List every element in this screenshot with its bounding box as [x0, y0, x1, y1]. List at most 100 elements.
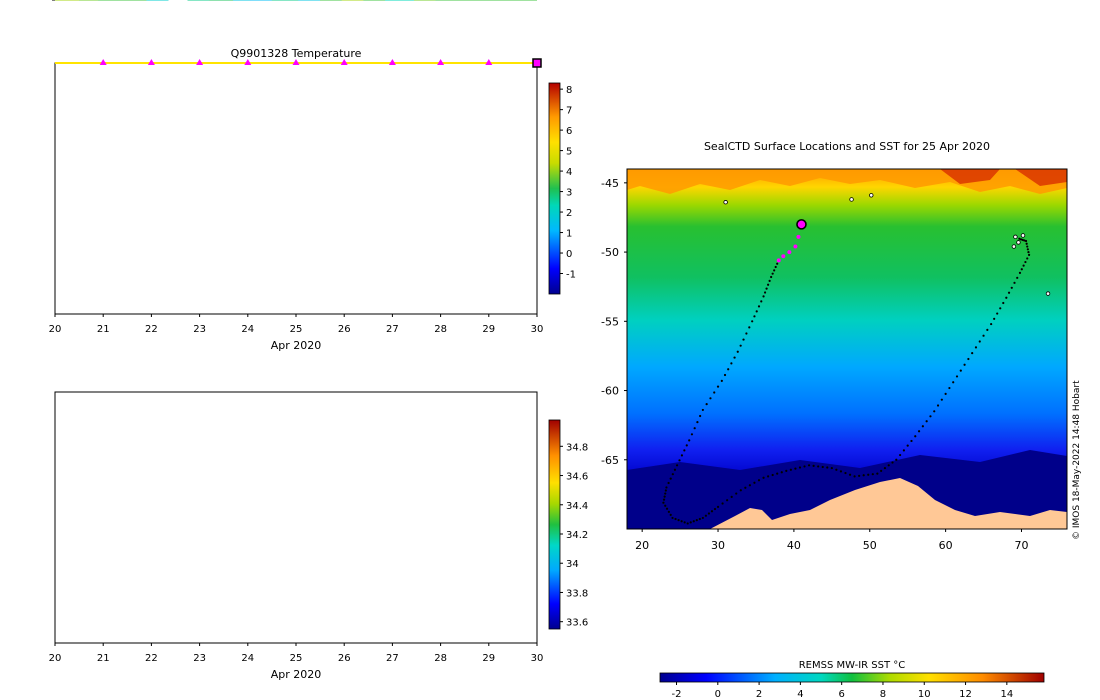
track-point	[936, 404, 940, 407]
colorbar-tick-label: 34	[566, 559, 579, 570]
lat-tick-label: -60	[601, 385, 619, 398]
track-point	[730, 495, 733, 498]
temperature-title: Q9901328 Temperature	[231, 47, 362, 60]
sst-colorbar-tick-label: 10	[918, 689, 931, 700]
track-point	[664, 504, 667, 507]
map-latitude-axis: -45 -50 -55 -60 -65	[601, 177, 627, 467]
colorbar-tick-label: 8	[566, 85, 572, 96]
colorbar-tick-label: 1	[566, 229, 572, 240]
track-point	[952, 381, 955, 384]
track-point	[771, 272, 774, 275]
y-tick-label: -200	[26, 0, 49, 3]
temperature-x-axis: 20 21 22 23 24 25 26 27 28 29 30	[49, 314, 543, 335]
track-point	[982, 334, 985, 337]
track-point	[767, 475, 770, 478]
track-point	[665, 486, 668, 489]
y-tick-label: -1400	[20, 0, 49, 3]
station-points	[723, 193, 1051, 296]
sst-colorbar-tick-label: 4	[797, 689, 803, 700]
x-tick-label: 27	[386, 324, 399, 335]
track-point	[739, 344, 742, 347]
track-point	[1023, 239, 1026, 242]
track-point	[664, 489, 667, 492]
track-point	[701, 516, 704, 520]
track-point	[773, 269, 776, 272]
station-point	[849, 197, 854, 202]
y-tick-label: 0	[43, 0, 49, 3]
x-tick-label: 27	[386, 653, 399, 664]
track-point	[940, 398, 943, 401]
colorbar-tick-label: 5	[566, 147, 572, 158]
colorbar-tick-label: 6	[566, 126, 572, 137]
y-tick-label: -1000	[20, 0, 49, 3]
track-point	[1021, 238, 1024, 241]
lon-tick-label: 50	[863, 539, 877, 552]
track-point	[763, 291, 767, 294]
track-point	[862, 474, 865, 477]
track-point	[688, 439, 691, 442]
track-point	[693, 427, 696, 430]
temperature-colorbar	[548, 82, 561, 295]
track-point	[727, 368, 730, 371]
x-tick-label: 29	[482, 653, 495, 664]
track-point	[978, 340, 981, 343]
y-tick-label: -1600	[20, 0, 49, 3]
salinity-x-axis: 20 21 22 23 24 25 26 27 28 29 30	[49, 643, 543, 664]
track-point	[848, 473, 852, 476]
track-point	[680, 520, 683, 523]
lat-tick-label: -55	[601, 315, 619, 328]
track-point	[925, 420, 928, 423]
track-point	[705, 403, 708, 406]
track-point	[830, 466, 833, 470]
surface-marker	[196, 59, 204, 65]
track-point	[967, 357, 970, 361]
x-tick-label: 23	[193, 324, 206, 335]
colorbar-tick-label: 33.8	[566, 588, 588, 599]
y-tick-label: -1000	[20, 0, 49, 3]
recent-track-point	[796, 234, 801, 239]
y-tick-label: -1200	[20, 0, 49, 3]
track-point	[1013, 281, 1016, 284]
track-point	[902, 449, 905, 452]
track-point	[821, 465, 824, 469]
track-point	[1016, 276, 1019, 279]
y-tick-label: 0	[43, 0, 49, 3]
track-point	[1024, 239, 1028, 243]
track-point	[883, 466, 887, 470]
x-tick-label: 24	[241, 324, 254, 335]
track-point	[745, 332, 748, 335]
map-frame	[626, 168, 1068, 530]
track-point	[683, 521, 686, 524]
track-point	[990, 322, 993, 326]
salinity-colorbar	[548, 419, 561, 630]
track-point	[755, 310, 758, 313]
surface-marker	[340, 59, 348, 65]
track-point	[1005, 296, 1008, 299]
y-tick-label: -1800	[20, 0, 49, 3]
track-point	[839, 470, 843, 473]
cold-water-south	[627, 450, 1067, 529]
track-point	[716, 385, 720, 388]
track-point	[933, 410, 936, 413]
track-point	[716, 505, 720, 508]
track-point	[1027, 253, 1031, 256]
x-tick-label: 22	[145, 324, 158, 335]
lat-tick-label: -50	[601, 246, 619, 259]
track-point	[929, 415, 932, 418]
surface-marker	[99, 59, 107, 65]
station-point	[1013, 234, 1018, 240]
lon-tick-label: 70	[1014, 539, 1028, 552]
track-point	[1002, 301, 1005, 305]
current-marker	[532, 58, 542, 68]
map-title: SealCTD Surface Locations and SST for 25…	[704, 140, 990, 153]
track-point	[680, 454, 684, 457]
track-point	[948, 386, 951, 390]
y-tick-label: -1400	[20, 0, 49, 3]
track-point	[762, 476, 765, 479]
salinity-x-label: Apr 2020	[271, 668, 322, 681]
track-point	[698, 517, 701, 521]
track-point	[709, 397, 712, 400]
lon-tick-label: 20	[635, 539, 649, 552]
track-point	[780, 471, 783, 474]
x-tick-label: 25	[290, 653, 303, 664]
